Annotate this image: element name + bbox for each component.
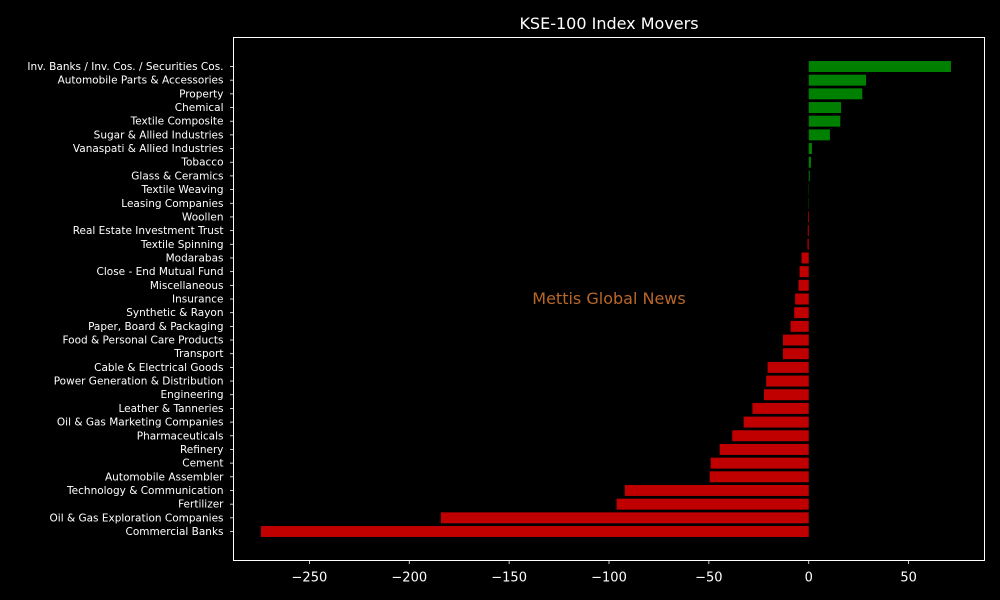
bar	[808, 74, 867, 86]
bar	[440, 512, 809, 524]
y-tick-label: Textile Spinning	[140, 239, 224, 251]
y-tick-label: Paper, Board & Packaging	[88, 321, 223, 333]
bar	[807, 211, 809, 223]
y-tick-label: Commercial Banks	[126, 526, 224, 538]
bar	[795, 293, 809, 305]
y-tick-label: Textile Composite	[130, 116, 224, 128]
bar	[794, 307, 809, 319]
y-tick-label: Automobile Assembler	[105, 471, 224, 483]
bar	[808, 88, 863, 100]
y-tick-label: Food & Personal Care Products	[62, 335, 223, 347]
y-tick-label: Leather & Tanneries	[118, 403, 223, 415]
x-tick-label: −200	[391, 571, 427, 586]
bar	[782, 348, 809, 360]
bar	[808, 115, 841, 127]
y-tick-label: Tobacco	[180, 157, 223, 169]
y-tick-label: Glass & Ceramics	[131, 170, 223, 182]
y-tick-label: Property	[179, 88, 223, 100]
x-tick-label: −50	[695, 571, 722, 586]
y-tick-label: Miscellaneous	[150, 280, 224, 292]
bar	[766, 375, 809, 387]
bars-group	[260, 61, 951, 537]
y-tick-label: Fertilizer	[178, 499, 224, 511]
bar	[790, 320, 809, 332]
y-axis: Inv. Banks / Inv. Cos. / Securities Cos.…	[27, 61, 234, 538]
x-tick-label: 50	[900, 571, 917, 586]
bar	[808, 156, 811, 168]
y-tick-label: Transport	[173, 348, 223, 360]
watermark-text: Mettis Global News	[532, 289, 685, 308]
bar	[801, 252, 809, 264]
y-tick-label: Synthetic & Rayon	[126, 307, 223, 319]
bar	[732, 430, 809, 442]
bar	[763, 389, 809, 401]
y-tick-label: Sugar & Allied Industries	[94, 129, 224, 141]
y-tick-label: Automobile Parts & Accessories	[58, 75, 224, 87]
bar	[709, 471, 809, 483]
bar	[752, 402, 809, 414]
y-tick-label: Technology & Communication	[66, 485, 223, 497]
bar	[808, 61, 951, 72]
y-tick-label: Cable & Electrical Goods	[94, 362, 223, 374]
y-tick-label: Oil & Gas Marketing Companies	[57, 417, 224, 429]
bar	[807, 225, 809, 237]
y-tick-label: Leasing Companies	[121, 198, 223, 210]
y-tick-label: Close - End Mutual Fund	[97, 266, 224, 278]
bar	[808, 129, 830, 141]
y-tick-label: Vanaspati & Allied Industries	[73, 143, 224, 155]
bar	[808, 102, 842, 113]
y-tick-label: Pharmaceuticals	[137, 430, 224, 442]
y-tick-label: Real Estate Investment Trust	[73, 225, 224, 237]
bar	[799, 266, 809, 278]
y-tick-label: Cement	[182, 458, 223, 470]
y-tick-label: Inv. Banks / Inv. Cos. / Securities Cos.	[27, 61, 223, 73]
y-tick-label: Modarabas	[166, 252, 224, 264]
y-tick-label: Oil & Gas Exploration Companies	[50, 512, 224, 524]
x-tick-label: 0	[805, 571, 813, 586]
y-tick-label: Power Generation & Distribution	[54, 376, 224, 388]
bar	[624, 485, 809, 496]
y-tick-label: Engineering	[161, 389, 224, 401]
bar	[808, 143, 812, 155]
y-tick-label: Chemical	[175, 102, 224, 114]
x-tick-label: −250	[292, 571, 328, 586]
x-tick-label: −150	[491, 571, 527, 586]
bar	[719, 443, 809, 455]
y-tick-label: Insurance	[172, 294, 224, 306]
bar	[807, 238, 809, 250]
x-tick-label: −100	[591, 571, 627, 586]
x-axis: −250 −200 −150 −100 −50 0 50	[292, 560, 917, 586]
bar	[743, 416, 809, 428]
y-tick-label: Woollen	[182, 211, 224, 223]
y-tick-label: Refinery	[180, 444, 224, 456]
bar	[260, 526, 809, 537]
bar	[767, 361, 809, 373]
bar	[782, 334, 809, 346]
chart-title: KSE-100 Index Movers	[519, 14, 698, 33]
bar	[808, 170, 810, 182]
bar	[798, 279, 809, 291]
bar	[710, 457, 809, 469]
y-tick-label: Textile Weaving	[141, 184, 224, 196]
bar	[616, 498, 809, 510]
